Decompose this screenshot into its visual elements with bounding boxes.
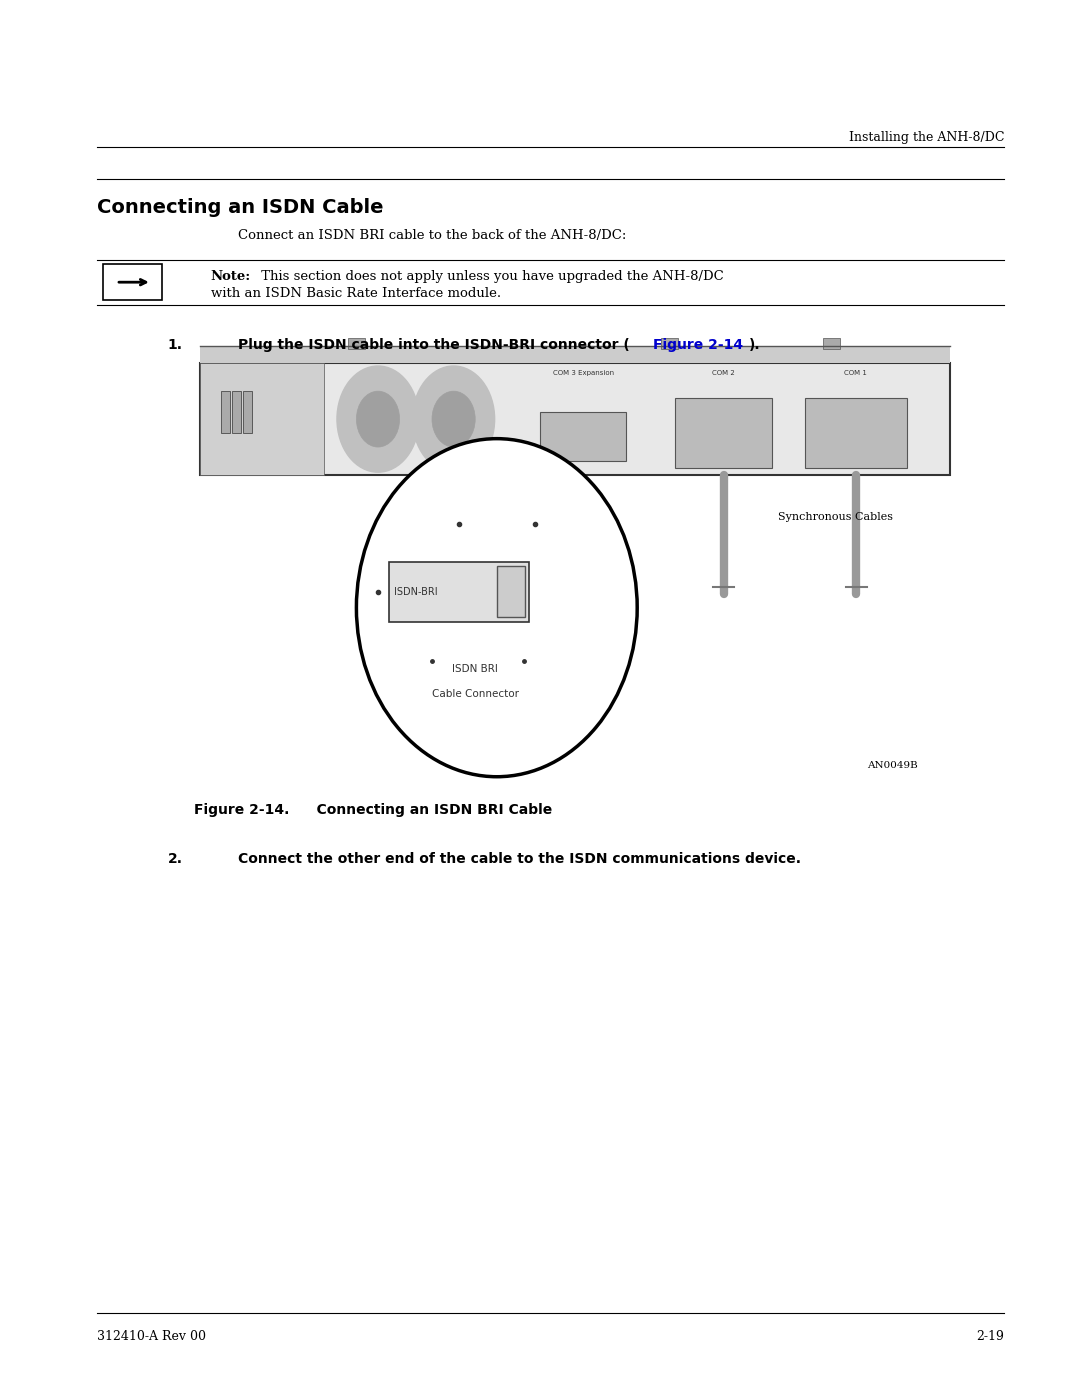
Text: Figure 2-14: Figure 2-14 — [653, 338, 743, 352]
Text: Connecting an ISDN BRI Cable: Connecting an ISDN BRI Cable — [297, 803, 552, 817]
Text: Installing the ANH-8/DC: Installing the ANH-8/DC — [849, 131, 1004, 144]
Text: Cable Connector: Cable Connector — [432, 689, 518, 698]
Text: Connect the other end of the cable to the ISDN communications device.: Connect the other end of the cable to th… — [238, 852, 800, 866]
Text: AN0049B: AN0049B — [867, 761, 918, 770]
FancyBboxPatch shape — [389, 562, 529, 622]
Text: Connect an ISDN BRI cable to the back of the ANH-8/DC:: Connect an ISDN BRI cable to the back of… — [238, 229, 626, 242]
Text: COM 2: COM 2 — [712, 370, 735, 376]
Text: 2.: 2. — [167, 852, 183, 866]
Circle shape — [432, 391, 475, 447]
Text: COM 3 Expansion: COM 3 Expansion — [553, 370, 613, 376]
Text: Connecting an ISDN Cable: Connecting an ISDN Cable — [97, 198, 383, 218]
Bar — [232, 391, 241, 433]
FancyBboxPatch shape — [675, 398, 772, 468]
Text: ISDN BRI: ISDN BRI — [453, 664, 498, 673]
Text: ).: ). — [748, 338, 760, 352]
Text: Note:: Note: — [211, 270, 251, 284]
FancyBboxPatch shape — [540, 412, 626, 461]
Bar — [221, 391, 230, 433]
Text: ISDN-BRI: ISDN-BRI — [394, 587, 437, 597]
Text: 312410-A Rev 00: 312410-A Rev 00 — [97, 1330, 206, 1343]
Circle shape — [356, 391, 400, 447]
Text: COM 1: COM 1 — [845, 370, 867, 376]
Text: 2-19: 2-19 — [976, 1330, 1004, 1343]
Circle shape — [337, 366, 419, 472]
Text: with an ISDN Basic Rate Interface module.: with an ISDN Basic Rate Interface module… — [211, 286, 501, 300]
Text: Synchronous Cables: Synchronous Cables — [778, 511, 892, 522]
Circle shape — [413, 366, 495, 472]
FancyBboxPatch shape — [200, 363, 950, 475]
Text: 1.: 1. — [167, 338, 183, 352]
Bar — [823, 338, 840, 349]
Text: Plug the ISDN cable into the ISDN-BRI connector (: Plug the ISDN cable into the ISDN-BRI co… — [238, 338, 630, 352]
Bar — [661, 338, 678, 349]
Text: Figure 2-14.: Figure 2-14. — [194, 803, 289, 817]
Ellipse shape — [356, 439, 637, 777]
FancyBboxPatch shape — [103, 264, 162, 300]
Bar — [243, 391, 252, 433]
FancyBboxPatch shape — [200, 363, 324, 475]
FancyBboxPatch shape — [497, 566, 525, 617]
FancyBboxPatch shape — [805, 398, 907, 468]
Text: This section does not apply unless you have upgraded the ANH-8/DC: This section does not apply unless you h… — [257, 270, 724, 284]
Bar — [348, 338, 365, 349]
